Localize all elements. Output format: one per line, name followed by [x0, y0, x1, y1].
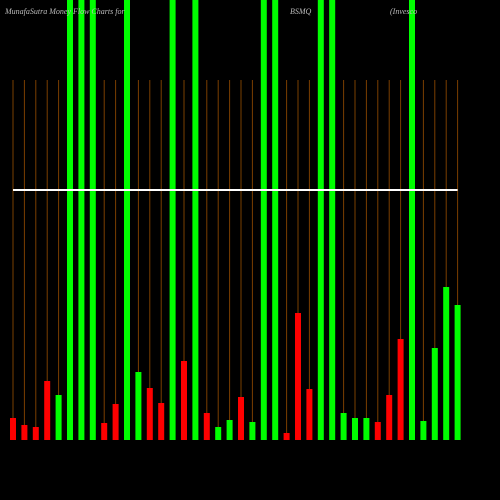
bar [32, 427, 39, 440]
bar [283, 433, 290, 440]
chart-title: MunafaSutra Money Flow Charts for [4, 7, 125, 16]
bar [158, 403, 165, 440]
bar [89, 0, 96, 440]
bar [44, 381, 51, 440]
bar [215, 427, 222, 440]
bar [454, 305, 461, 440]
bar [203, 413, 210, 440]
bar [238, 397, 244, 440]
bar [169, 0, 176, 440]
bar [352, 418, 358, 440]
bar [306, 389, 313, 440]
bar [317, 0, 324, 440]
bar [67, 0, 73, 440]
bar [124, 0, 130, 440]
bar [340, 413, 347, 440]
bar [443, 287, 450, 440]
bar [21, 425, 28, 440]
bar [226, 420, 233, 440]
bar [78, 0, 85, 440]
bar [329, 0, 336, 440]
bar [135, 372, 142, 440]
bar [272, 0, 279, 440]
bar [420, 421, 427, 440]
bar [146, 388, 153, 440]
bar [374, 422, 381, 440]
bar [431, 348, 438, 440]
bar [10, 418, 16, 440]
bars [10, 0, 461, 440]
bar [386, 395, 393, 440]
bar [192, 0, 199, 440]
bar [409, 0, 415, 440]
instrument-name: (Invesco [390, 7, 417, 16]
bar [260, 0, 267, 440]
bar [112, 404, 119, 440]
bar [295, 313, 301, 440]
bar [181, 361, 187, 440]
bar [55, 395, 62, 440]
ticker: BSMQ [290, 7, 312, 16]
bar [249, 422, 256, 440]
bar [363, 418, 370, 440]
bar [101, 423, 108, 440]
bar [397, 339, 404, 440]
